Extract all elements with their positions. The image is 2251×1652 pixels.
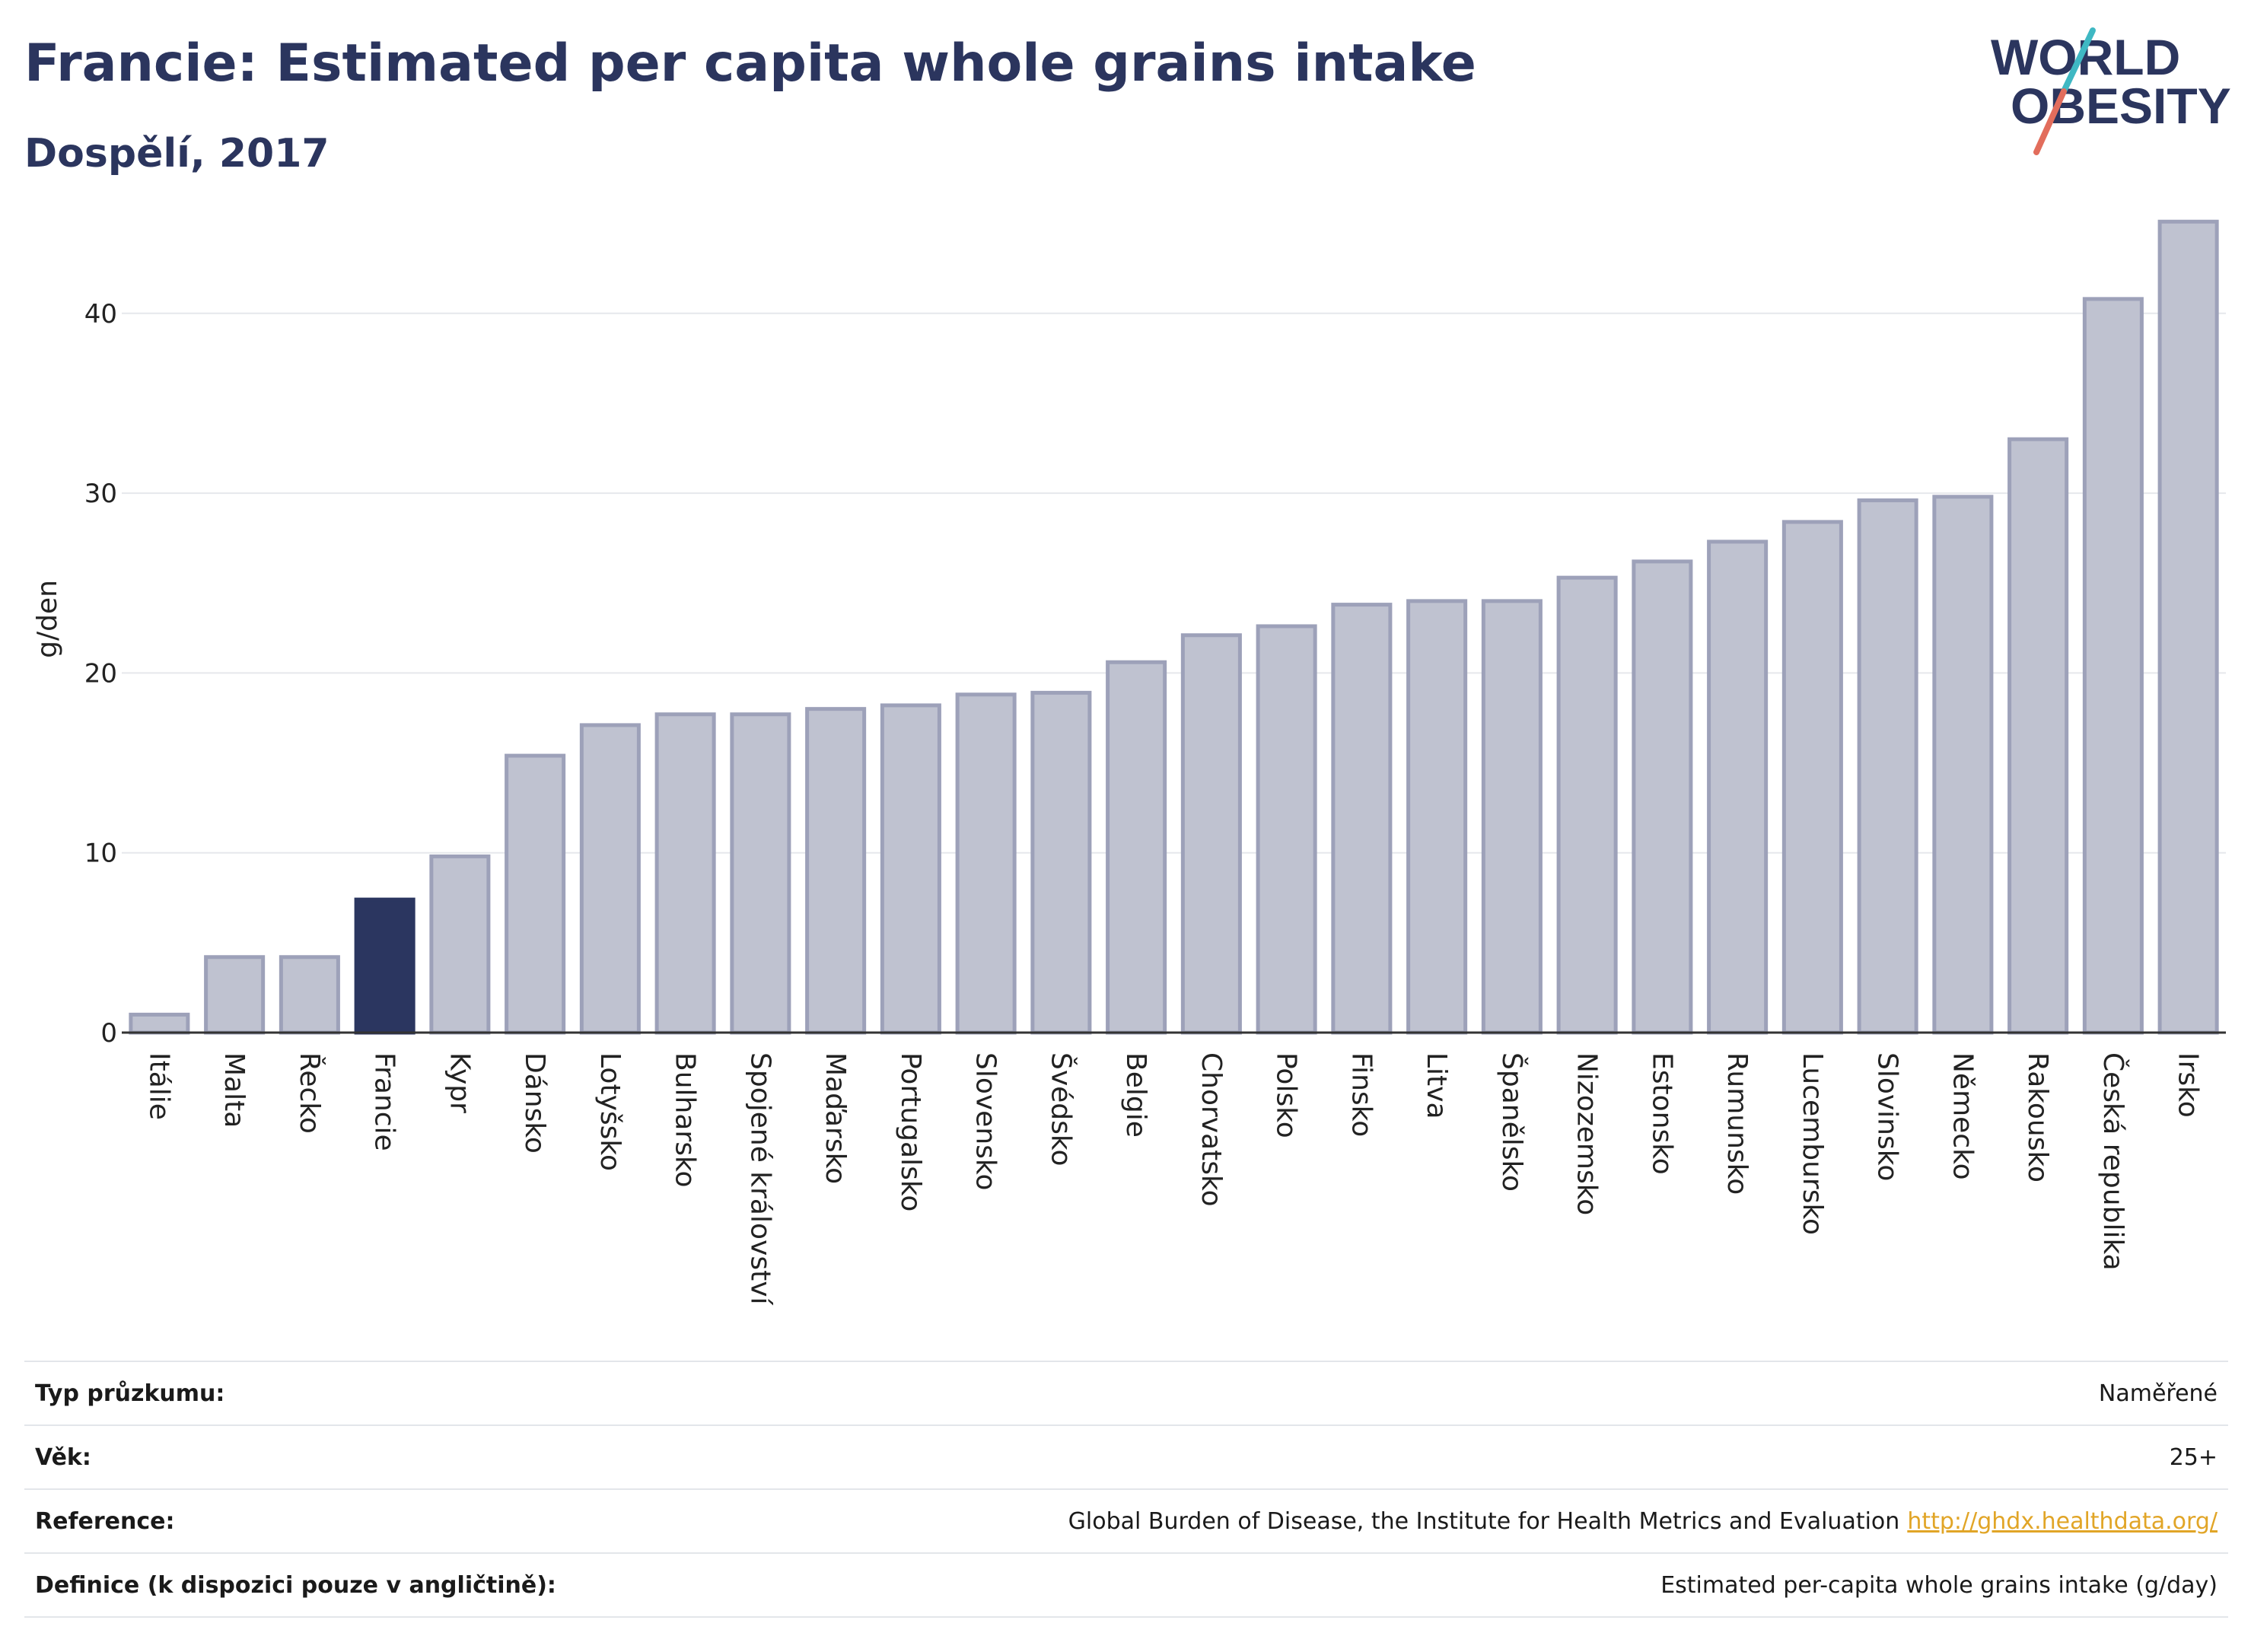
y-tick-label: 20 <box>84 658 117 689</box>
bar <box>1932 495 1994 1035</box>
meta-value: Naměřené <box>2098 1380 2218 1407</box>
x-tick-label: Portugalsko <box>895 1052 926 1211</box>
meta-row-survey-type: Typ průzkumu: Naměřené <box>24 1361 2228 1424</box>
bar <box>955 692 1017 1035</box>
bar <box>2157 219 2219 1035</box>
y-axis-label: g/den <box>32 580 63 658</box>
x-tick-label: Dánsko <box>519 1052 550 1154</box>
x-tick-label: Estonsko <box>1646 1052 1677 1175</box>
bar <box>1632 559 1693 1035</box>
x-tick-label: Polsko <box>1271 1052 1302 1138</box>
meta-value: 25+ <box>2169 1444 2218 1471</box>
logo-text-world: WORLD <box>1991 29 2180 85</box>
x-tick-label: Maďarsko <box>820 1052 851 1184</box>
bar <box>1030 690 1092 1035</box>
bar-chart: 0 10 20 30 40 g/den Itálie Malta Řecko Francie Kyp… <box>32 219 2226 1306</box>
bar <box>1106 660 1167 1035</box>
reference-link[interactable]: http://ghdx.healthdata.org/ <box>1907 1507 2218 1535</box>
x-tick-label: Lotyšsko <box>594 1052 626 1171</box>
x-tick-label: Německo <box>1947 1052 1978 1180</box>
meta-label: Typ průzkumu: <box>35 1380 225 1407</box>
bar <box>579 723 641 1035</box>
world-obesity-logo: WORLD OBESITY <box>1991 27 2231 155</box>
bar <box>204 955 266 1035</box>
x-tick-label: Malta <box>218 1052 250 1128</box>
meta-value-reference: Global Burden of Disease, the Institute … <box>1068 1508 2228 1535</box>
bar <box>1781 520 1843 1035</box>
reference-text: Global Burden of Disease, the Institute … <box>1068 1507 1900 1535</box>
bar <box>429 854 491 1035</box>
logo-slash-coral <box>2033 88 2067 155</box>
y-tick-label: 0 <box>100 1018 117 1049</box>
meta-row-definition: Definice (k dispozici pouze v angličtině… <box>24 1552 2228 1618</box>
bar <box>1256 624 1317 1035</box>
x-tick-label: Španělsko <box>1496 1052 1528 1192</box>
bar <box>1556 575 1618 1035</box>
x-tick-label: Litva <box>1421 1052 1452 1119</box>
y-tick-label: 30 <box>84 479 117 509</box>
bar <box>2082 297 2144 1035</box>
bar <box>129 1012 190 1035</box>
x-tick-label: Česká republika <box>2097 1052 2129 1271</box>
meta-row-reference: Reference: Global Burden of Disease, the… <box>24 1488 2228 1552</box>
chart-title: Francie: Estimated per capita whole grai… <box>24 33 1476 94</box>
meta-label: Věk: <box>35 1444 91 1471</box>
x-tick-label: Itálie <box>143 1052 174 1120</box>
bar <box>1707 540 1769 1035</box>
x-tick-label: Irsko <box>2173 1052 2204 1118</box>
bar <box>1331 603 1393 1035</box>
x-tick-label: Rumunsko <box>1721 1052 1753 1195</box>
x-tick-label: Finsko <box>1345 1052 1377 1137</box>
x-tick-label: Slovensko <box>970 1052 1001 1191</box>
bar <box>2007 437 2069 1035</box>
bar <box>1180 633 1242 1035</box>
x-tick-label: Lucembursko <box>1797 1052 1828 1235</box>
meta-value: Estimated per-capita whole grains intake… <box>1660 1571 2218 1599</box>
bar <box>1481 599 1543 1035</box>
y-tick-label: 10 <box>84 839 117 869</box>
meta-label: Definice (k dispozici pouze v angličtině… <box>35 1571 556 1599</box>
x-tick-label: Švédsko <box>1045 1052 1077 1167</box>
meta-row-age: Věk: 25+ <box>24 1424 2228 1488</box>
bar <box>1406 599 1468 1035</box>
bar <box>1857 498 1918 1035</box>
bar-chart-svg: 0 10 20 30 40 g/den Itálie Malta Řecko Francie Kyp… <box>32 219 2226 1306</box>
bar <box>279 955 340 1035</box>
x-tick-label: Spojené království <box>744 1052 775 1306</box>
metadata-table: Typ průzkumu: Naměřené Věk: 25+ Referenc… <box>24 1361 2228 1618</box>
bar <box>805 707 867 1035</box>
x-tick-label: Francie <box>369 1052 400 1151</box>
logo-slash-teal <box>2061 27 2096 94</box>
x-tick-label: Chorvatsko <box>1196 1052 1227 1207</box>
x-tick-label: Bulharsko <box>670 1052 701 1188</box>
meta-label: Reference: <box>35 1507 175 1535</box>
x-tick-label: Nizozemsko <box>1571 1052 1603 1215</box>
x-tick-label: Belgie <box>1120 1052 1151 1138</box>
bar <box>730 712 791 1035</box>
bar <box>505 753 566 1035</box>
x-tick-label: Kypr <box>444 1052 475 1113</box>
chart-subtitle: Dospělí, 2017 <box>24 131 330 177</box>
y-tick-label: 40 <box>84 299 117 329</box>
bar <box>654 712 716 1035</box>
x-tick-label: Rakousko <box>2022 1052 2053 1183</box>
bar <box>880 703 941 1035</box>
x-tick-label: Řecko <box>294 1052 326 1134</box>
x-tick-label: Slovinsko <box>1872 1052 1903 1181</box>
bar <box>354 897 415 1035</box>
